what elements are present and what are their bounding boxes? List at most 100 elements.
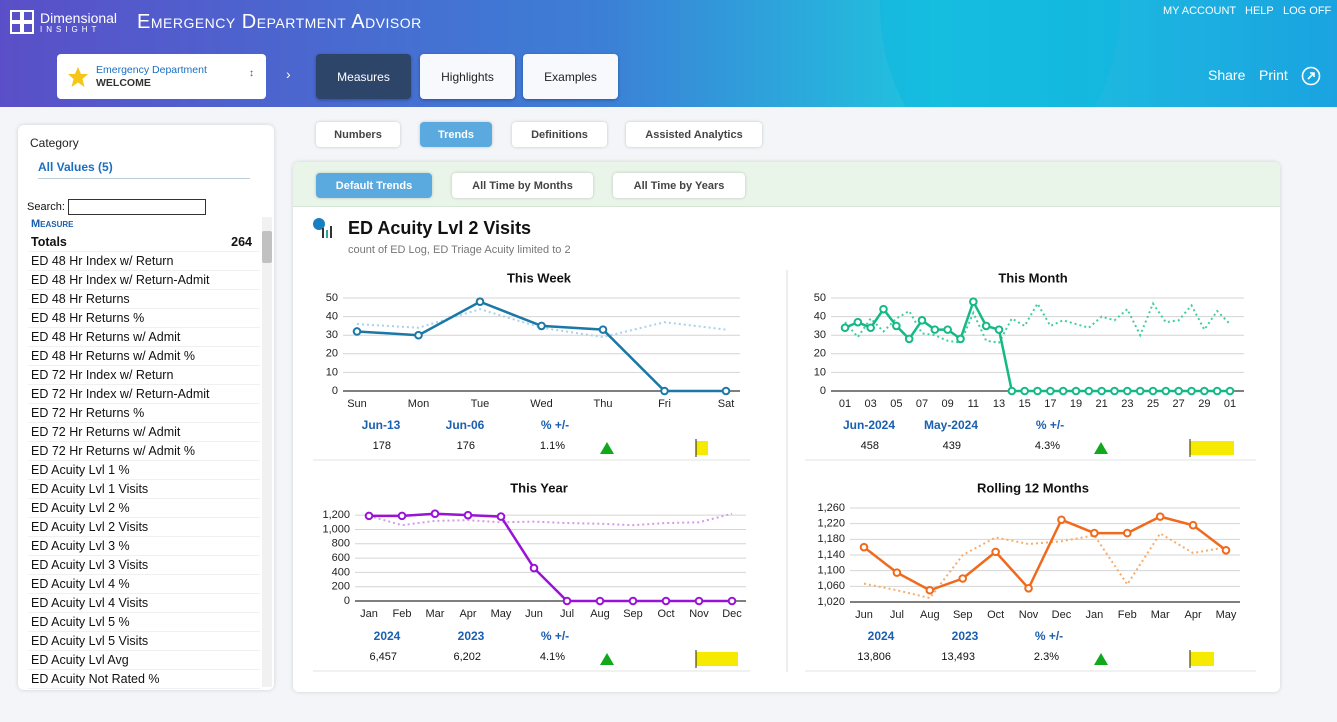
measure-row[interactable]: ED Acuity Lvl 4 Visits [28,594,260,613]
y-tick-label: 20 [326,348,338,360]
data-point [727,596,737,606]
x-tick-label: Oct [987,609,1004,621]
measure-row[interactable]: ED Acuity Lvl 4 % [28,575,260,594]
measure-row[interactable]: ED Acuity Lvl 1 Visits [28,480,260,499]
search-input[interactable] [68,199,206,215]
measure-row[interactable]: ED 48 Hr Index w/ Return [28,252,260,271]
measure-row[interactable]: ED 72 Hr Index w/ Return-Admit [28,385,260,404]
measure-row[interactable]: ED 48 Hr Returns w/ Admit [28,328,260,347]
app-title: Emergency Department Advisor [137,11,422,33]
series-line [369,512,732,603]
action[interactable]: Share [1208,67,1246,83]
summary-header: % +/- [541,629,569,643]
data-point [1174,386,1183,396]
x-tick-label: Tue [471,398,490,410]
measure-row[interactable]: ED Acuity Lvl 2 % [28,499,260,518]
data-point [537,321,546,331]
x-tick-label: 01 [839,398,851,410]
chart-title: Rolling 12 Months [977,480,1089,495]
x-tick-label: 11 [968,398,979,410]
link[interactable]: MY ACCOUNT [1163,5,1237,17]
data-point [917,316,927,325]
measure-row[interactable]: ED 48 Hr Returns w/ Admit % [28,347,260,366]
x-tick-label: Apr [459,608,476,620]
trend-tab[interactable]: All Time by Years [613,173,745,198]
y-tick-label: 1,140 [817,549,845,561]
measure-row[interactable]: ED 72 Hr Returns w/ Admit [28,423,260,442]
measure-row[interactable]: ED 72 Hr Returns w/ Admit % [28,442,260,461]
indicator-bar [1190,652,1214,666]
x-tick-label: Mar [1151,609,1170,621]
summary-header: May-2024 [924,418,978,432]
measure-row[interactable]: ED 72 Hr Index w/ Return [28,366,260,385]
data-point [1071,386,1081,396]
view-tab[interactable]: Trends [420,122,492,147]
link[interactable]: HELP [1245,5,1274,17]
filter[interactable]: All Values (5) [38,160,250,179]
y-tick-label: 600 [332,552,350,564]
summary-header: % +/- [541,418,569,432]
view-tab[interactable]: Definitions [512,122,607,147]
view-tab[interactable]: Assisted Analytics [626,122,762,147]
x-tick-label: 01 [1224,398,1236,410]
measure-row[interactable]: ED Acuity Lvl 5 Visits [28,632,260,651]
data-point [562,596,572,606]
measure-row[interactable]: ED 48 Hr Returns [28,290,260,309]
series-line [863,532,1227,600]
view-tab[interactable]: Numbers [316,122,400,147]
data-point [721,386,731,396]
nav-tab[interactable]: Highlights [420,54,515,99]
chart-title: This Year [510,480,568,495]
trend-tab[interactable]: Default Trends [316,173,432,198]
measure-row[interactable]: ED Acuity Lvl 1 % [28,461,260,480]
x-tick-label: 05 [890,398,902,410]
x-tick-label: 21 [1096,398,1108,410]
measure-row[interactable]: ED Acuity Lvl Avg [28,651,260,670]
y-tick-label: 40 [326,311,338,323]
dashboard-selector[interactable]: Emergency Department WELCOME ↕ [57,54,266,99]
chart-title: This Week [507,270,572,285]
y-tick-label: 50 [326,292,338,304]
data-point [1200,386,1209,396]
x-tick-label: Jan [360,608,378,620]
scrollbar[interactable] [262,217,272,687]
data-point [866,323,875,333]
brand: Dimensional [40,10,118,26]
data-point [414,330,423,340]
data-point [1135,386,1145,396]
measure-row[interactable]: ED Acuity Lvl 3 % [28,537,260,556]
y-tick-label: 1,180 [817,533,845,545]
y-tick-label: 30 [326,329,338,341]
x-tick-label: 19 [1070,398,1082,410]
measure-row[interactable]: ED 72 Hr Returns % [28,404,260,423]
x-tick-label: 13 [993,398,1005,410]
trend-tab[interactable]: All Time by Months [452,173,593,198]
measure-row[interactable]: ED 48 Hr Returns % [28,309,260,328]
link[interactable]: LOG OFF [1283,5,1332,17]
data-point [475,297,485,307]
x-tick-label: Dec [722,608,742,620]
data-point [1057,515,1066,525]
export-icon[interactable] [1301,66,1321,86]
x-tick-label: Feb [1118,609,1137,621]
measure-row[interactable]: ED Acuity Lvl 5 % [28,613,260,632]
action[interactable]: Print [1259,67,1288,83]
totals-value: 264 [231,235,252,249]
data-point [1221,546,1231,555]
summary-header: % +/- [1036,418,1064,432]
nav-tab[interactable]: Examples [523,54,618,99]
indicator-bar [696,441,708,455]
x-tick-label: 15 [1019,398,1031,410]
y-tick-label: 1,200 [322,509,350,521]
measure-row[interactable]: ED Acuity Not Rated % [28,670,260,689]
x-tick-label: Mon [408,398,429,410]
measure-row[interactable]: ED 48 Hr Index w/ Return-Admit [28,271,260,290]
summary-header: 2024 [374,629,401,643]
data-point [1148,386,1158,396]
measure-row[interactable]: ED Acuity Lvl 2 Visits [28,518,260,537]
nav-tab[interactable]: Measures [316,54,411,99]
sidebar: Category All Values (5) Search: Measure … [18,125,274,690]
trend-arrow [1094,653,1108,665]
y-tick-label: 1,020 [817,596,845,608]
measure-row[interactable]: ED Acuity Lvl 3 Visits [28,556,260,575]
